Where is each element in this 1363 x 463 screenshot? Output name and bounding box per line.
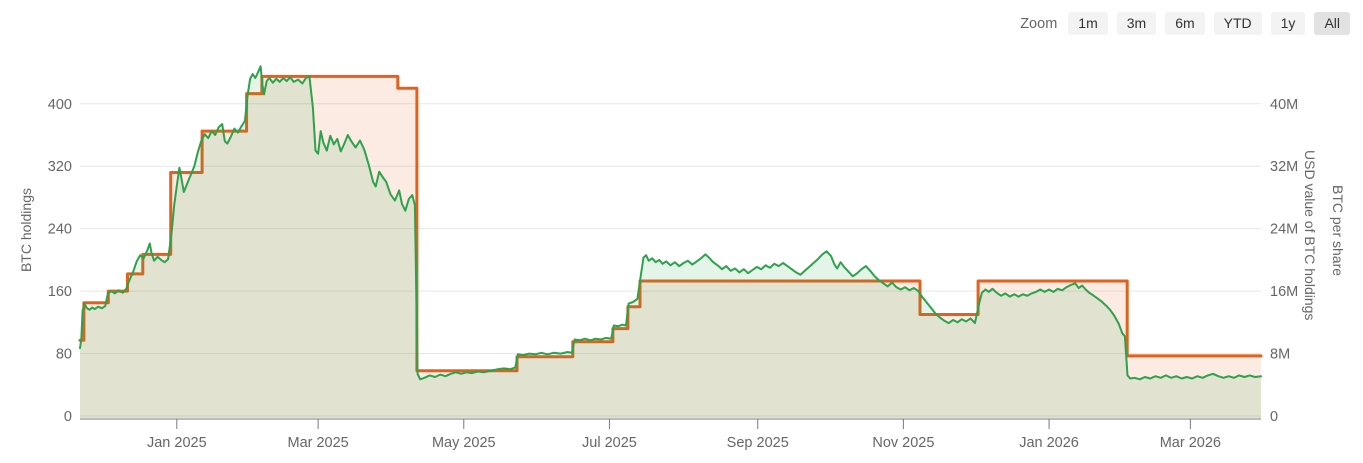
- right-axis-tick-label: 40M: [1270, 97, 1298, 113]
- left-axis-tick-label: 80: [56, 347, 72, 363]
- x-axis-tick-label: Jan 2026: [1019, 435, 1079, 451]
- right-axis-tick-label: 24M: [1270, 222, 1298, 238]
- right-axis-tick-label: 32M: [1270, 159, 1298, 175]
- zoom-6m-button[interactable]: 6m: [1165, 12, 1205, 36]
- left-axis-tick-label: 400: [48, 97, 72, 113]
- zoom-all-button[interactable]: All: [1314, 12, 1350, 36]
- series-area-usd-value: [80, 66, 1261, 419]
- right-axis-tick-label: 16M: [1270, 284, 1298, 300]
- zoom-3m-button[interactable]: 3m: [1116, 12, 1157, 36]
- right-axis-title-usd-value: USD value of BTC holdings: [1302, 150, 1318, 321]
- series-line-btc-holdings: [78, 74, 1263, 373]
- x-axis-tick-label: Sep 2025: [727, 435, 789, 451]
- right-axis-tick-label: 0: [1270, 409, 1278, 425]
- x-axis-tick-label: Jan 2025: [147, 435, 207, 451]
- series-line-usd-value: [79, 65, 1262, 381]
- left-axis-tick-label: 240: [48, 222, 72, 238]
- x-axis-tick-label: Nov 2025: [872, 435, 934, 451]
- zoom-label: Zoom: [1020, 15, 1058, 32]
- x-axis-tick-label: Jul 2025: [582, 435, 637, 451]
- x-axis-tick-label: Mar 2025: [287, 435, 348, 451]
- right-axis-title-btc-per-share: BTC per share: [1330, 185, 1346, 277]
- zoom-ytd-button[interactable]: YTD: [1213, 12, 1262, 36]
- zoom-1m-button[interactable]: 1m: [1068, 12, 1108, 36]
- x-axis-tick-label: May 2025: [432, 435, 496, 451]
- left-axis-tick-label: 0: [64, 409, 72, 425]
- zoom-1y-button[interactable]: 1y: [1270, 12, 1306, 36]
- left-axis-tick-label: 160: [48, 284, 72, 300]
- right-axis-tick-label: 8M: [1270, 347, 1290, 363]
- x-axis-tick-label: Mar 2026: [1160, 435, 1221, 451]
- left-axis-tick-label: 320: [48, 159, 72, 175]
- left-axis-title: BTC holdings: [18, 188, 34, 273]
- series-area-btc-holdings: [80, 76, 1261, 419]
- zoom-toolbar: Zoom 1m 3m 6m YTD 1y All: [1020, 12, 1350, 36]
